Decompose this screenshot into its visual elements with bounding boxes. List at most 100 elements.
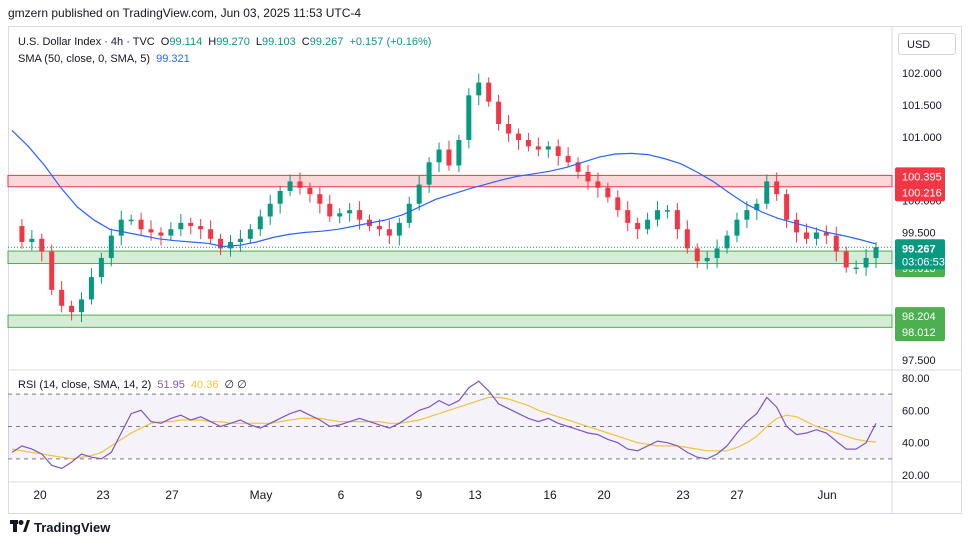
candle-body	[138, 219, 144, 230]
rsi-legend: RSI (14, close, SMA, 14, 2) 51.95 40.36 …	[18, 378, 250, 391]
rsi-tick-label: 40.00	[902, 438, 930, 450]
chart-frame	[8, 26, 962, 514]
candle-body	[128, 219, 134, 222]
candle-body	[585, 171, 591, 182]
price-tick-label: 97.500	[902, 355, 936, 367]
candle-body	[198, 226, 204, 230]
candle-body	[476, 82, 482, 96]
rsi-tick-label: 60.00	[902, 405, 930, 417]
zone-red-0	[7, 174, 893, 188]
candle-body	[188, 222, 194, 227]
candle-body	[515, 133, 521, 140]
candle-body	[208, 229, 214, 239]
candle-body	[664, 210, 670, 212]
rsi-label: RSI (14, close, SMA, 14, 2)	[18, 379, 152, 391]
last-price-label-box	[895, 239, 945, 270]
candle-body	[376, 226, 382, 230]
candle-body	[714, 248, 720, 258]
tradingview-logo-icon	[10, 520, 30, 535]
candle-body	[277, 190, 283, 204]
rsi-tick-label: 80.00	[902, 373, 930, 385]
candle-body	[794, 219, 800, 233]
candle-body	[853, 267, 859, 270]
candle-body	[29, 238, 35, 243]
candle-body	[317, 194, 323, 204]
candle-body	[267, 203, 273, 217]
candle-body	[396, 222, 402, 236]
rsi-last-marker	[895, 415, 945, 431]
candle-body	[168, 229, 174, 236]
rsi-ma-value: 40.36	[190, 379, 219, 391]
zone-label-bottom: 98.012	[902, 327, 936, 339]
currency-button[interactable]: USD	[898, 33, 956, 55]
candle-body	[784, 194, 790, 220]
candle-body	[694, 248, 700, 262]
candle-body	[525, 139, 531, 147]
low-value: 99.103	[262, 36, 296, 48]
tradingview-logo[interactable]: TradingView	[10, 520, 110, 535]
close-label: C	[301, 36, 310, 48]
candle-body	[347, 210, 353, 214]
candle-body	[754, 203, 760, 211]
candle-body	[843, 251, 849, 268]
candle-body	[466, 95, 472, 140]
candle-body	[59, 289, 65, 306]
sma-legend: SMA (50, close, 0, SMA, 5) 99.321	[18, 53, 193, 65]
candle-body	[744, 210, 750, 220]
candle-body	[108, 235, 114, 258]
candle-body	[327, 203, 333, 217]
symbol-label: U.S. Dollar Index · 4h · TVC	[18, 36, 155, 48]
zone-label-bottom: 100.216	[902, 187, 942, 199]
candle-body	[555, 146, 561, 156]
candle-body	[645, 219, 651, 230]
time-tick-label: 16	[543, 488, 557, 502]
time-tick-label: 23	[676, 488, 690, 502]
candle-body	[605, 187, 611, 198]
candle-body	[545, 146, 551, 150]
candle-body	[575, 162, 581, 172]
rsi-extra: ∅ ∅	[224, 379, 247, 391]
price-tick-label: 101.000	[902, 132, 942, 144]
zone-label-box-0	[895, 167, 945, 202]
candle-body	[565, 155, 571, 163]
candle-body	[49, 251, 55, 290]
candle-body	[535, 146, 541, 150]
candle-body	[39, 238, 45, 252]
open-label: O	[160, 36, 170, 48]
candle-body	[297, 181, 303, 188]
candle-body	[625, 210, 631, 223]
candle-body	[19, 226, 25, 243]
high-value: 99.270	[216, 36, 250, 48]
time-tick-label: 6	[338, 488, 345, 502]
candle-body	[426, 162, 432, 185]
candle-body	[803, 232, 809, 239]
candle-body	[813, 232, 819, 239]
candle-body	[496, 101, 502, 125]
candle-body	[734, 219, 740, 236]
sma-value: 99.321	[156, 53, 190, 65]
candle-body	[98, 257, 104, 278]
candle-body	[247, 229, 253, 239]
candle-body	[684, 229, 690, 249]
candle-body	[823, 232, 829, 236]
time-tick-label: 27	[730, 488, 744, 502]
candle-body	[287, 181, 293, 191]
zone-label-box-2	[895, 307, 945, 342]
rsi-value: 51.95	[157, 379, 185, 391]
candle-body	[218, 238, 224, 249]
candle-body	[88, 277, 94, 300]
rsi-line	[11, 380, 877, 470]
main-legend: U.S. Dollar Index · 4h · TVC O99.114 H99…	[18, 36, 434, 48]
candle-body	[416, 184, 422, 204]
candle-body	[307, 187, 313, 195]
zone-green-2	[7, 314, 893, 328]
countdown-label: 03:06:53	[902, 256, 945, 268]
time-tick-label: 9	[416, 488, 423, 502]
zone-label-top: 100.395	[902, 171, 942, 183]
price-tick-label: 102.000	[902, 68, 942, 80]
brand-name: TradingView	[34, 520, 111, 535]
candle-body	[406, 203, 412, 223]
high-label: H	[208, 36, 217, 48]
candle-body	[79, 299, 85, 313]
